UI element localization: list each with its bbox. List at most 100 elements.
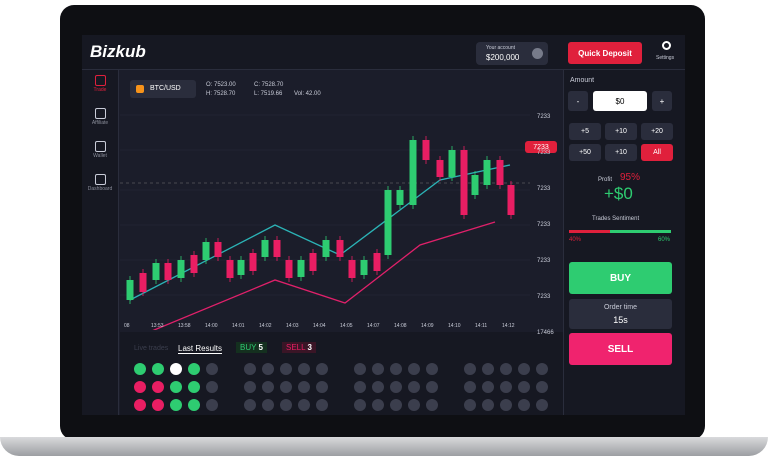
result-dot bbox=[518, 399, 530, 411]
result-dot bbox=[426, 399, 438, 411]
candle-body bbox=[139, 273, 147, 292]
result-dot bbox=[354, 399, 366, 411]
candle-body bbox=[249, 253, 257, 271]
x-axis-label: 13:53 bbox=[151, 323, 164, 329]
candle-body bbox=[226, 260, 234, 278]
minus-button[interactable]: - bbox=[568, 91, 588, 111]
result-dot bbox=[316, 399, 328, 411]
sidebar bbox=[82, 70, 119, 415]
settings-label[interactable]: Settings bbox=[656, 55, 675, 61]
result-dot bbox=[426, 381, 438, 393]
result-dot bbox=[482, 363, 494, 375]
candle-body bbox=[384, 190, 392, 255]
ohlc: O: 7523.00 bbox=[206, 82, 236, 88]
y-axis-label: 7233 bbox=[537, 222, 551, 228]
x-axis-label: 14:02 bbox=[259, 323, 272, 329]
pair-selector[interactable]: BTC/USD bbox=[130, 80, 196, 98]
sidebar-icon[interactable] bbox=[95, 108, 106, 119]
x-axis-label: 14:11 bbox=[475, 323, 488, 329]
quick-amount-button[interactable]: +10 bbox=[605, 144, 637, 161]
candle-body bbox=[297, 260, 305, 277]
result-dot bbox=[390, 399, 402, 411]
ohlc: H: 7528.70 bbox=[206, 91, 236, 97]
settings-icon[interactable] bbox=[662, 41, 671, 50]
result-dot bbox=[390, 363, 402, 375]
ohlc: C: 7528.70 bbox=[254, 82, 284, 88]
candle-body bbox=[126, 280, 134, 300]
result-dot bbox=[408, 399, 420, 411]
result-dot bbox=[464, 363, 476, 375]
profit-label: Profit bbox=[598, 177, 613, 183]
account-box[interactable]: Your account $200,000 bbox=[476, 42, 548, 65]
result-dot bbox=[372, 363, 384, 375]
btc-icon bbox=[136, 85, 144, 93]
sidebar-item[interactable]: Affiliate bbox=[91, 120, 109, 126]
result-dot bbox=[170, 363, 182, 375]
candle-body bbox=[261, 240, 269, 257]
candle-body bbox=[360, 260, 368, 275]
x-axis-label: 14:09 bbox=[421, 323, 434, 329]
result-dot bbox=[188, 363, 200, 375]
x-axis-label: 14:07 bbox=[367, 323, 380, 329]
quick-amount-button[interactable]: +10 bbox=[605, 123, 637, 140]
y-axis-label: 7233 bbox=[537, 258, 551, 264]
sidebar-icon[interactable] bbox=[95, 141, 106, 152]
sidebar-item[interactable]: Trade bbox=[93, 87, 107, 93]
y-axis-label: 7233 bbox=[537, 114, 551, 120]
x-axis-label: 08 bbox=[124, 323, 130, 329]
quick-amount-button[interactable]: +20 bbox=[641, 123, 673, 140]
result-dot bbox=[262, 363, 274, 375]
result-dot bbox=[536, 363, 548, 375]
x-axis-label: 14:00 bbox=[205, 323, 218, 329]
result-dot bbox=[206, 363, 218, 375]
ma-line bbox=[129, 164, 511, 301]
sentiment-bar bbox=[569, 230, 671, 233]
balance: $200,000 bbox=[486, 53, 520, 62]
result-dot bbox=[152, 363, 164, 375]
sell-count: SELL 3 bbox=[282, 342, 316, 353]
result-dot bbox=[372, 399, 384, 411]
result-dot bbox=[464, 399, 476, 411]
result-dot bbox=[298, 363, 310, 375]
profit-value: +$0 bbox=[604, 184, 633, 203]
candle-body bbox=[285, 260, 293, 278]
sidebar-item[interactable]: Wallet bbox=[93, 153, 107, 159]
result-dot bbox=[188, 399, 200, 411]
quick-amount-button[interactable]: All bbox=[641, 144, 673, 161]
result-dot bbox=[536, 399, 548, 411]
sidebar-item[interactable]: Dashboard bbox=[87, 186, 113, 192]
y-axis-label: 7233 bbox=[537, 186, 551, 192]
tab[interactable]: Live trades bbox=[134, 345, 169, 352]
candle-body bbox=[152, 263, 160, 280]
x-axis-label: 14:04 bbox=[313, 323, 326, 329]
sell-button[interactable]: SELL bbox=[569, 333, 672, 365]
order-time-label: Order time bbox=[603, 304, 638, 311]
candle-body bbox=[422, 140, 430, 160]
tab[interactable]: Last Results bbox=[178, 344, 223, 354]
quick-deposit-button[interactable]: Quick Deposit bbox=[568, 42, 642, 64]
sidebar-icon[interactable] bbox=[95, 174, 106, 185]
result-dot bbox=[482, 399, 494, 411]
label: SELL bbox=[286, 343, 306, 352]
result-dot bbox=[170, 399, 182, 411]
result-dot bbox=[298, 399, 310, 411]
result-dot bbox=[244, 363, 256, 375]
logo[interactable]: Bizkub bbox=[90, 42, 146, 61]
quick-amount-button[interactable]: +50 bbox=[569, 144, 601, 161]
quick-amount-button[interactable]: +5 bbox=[569, 123, 601, 140]
result-dot bbox=[390, 381, 402, 393]
plus-button[interactable]: + bbox=[652, 91, 672, 111]
buy-button[interactable]: BUY bbox=[569, 262, 672, 294]
result-dot bbox=[134, 399, 146, 411]
amount-label: Amount bbox=[570, 77, 595, 84]
result-dot bbox=[152, 399, 164, 411]
result-dot bbox=[280, 363, 292, 375]
sidebar-icon[interactable] bbox=[95, 75, 106, 86]
order-time[interactable]: Order time 15s bbox=[569, 299, 672, 329]
candle-body bbox=[190, 255, 198, 273]
candle-body bbox=[348, 260, 356, 278]
y-axis-label: 7233 bbox=[537, 150, 551, 156]
amount-input[interactable]: $0 bbox=[593, 91, 647, 111]
candle-body bbox=[436, 160, 444, 177]
